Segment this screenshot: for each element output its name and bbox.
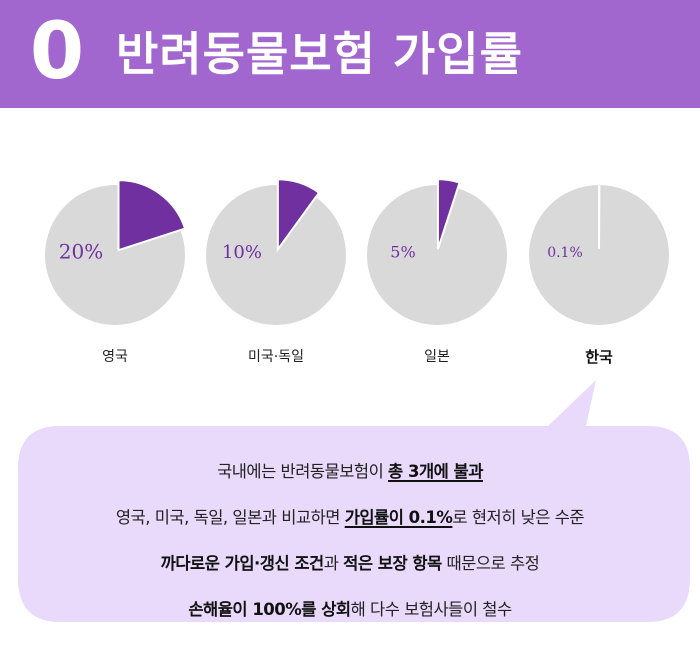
pie-slice-1 (117, 179, 187, 252)
callout-line-3-segment-1: 까다로운 가입·갱신 조건 (160, 554, 325, 573)
callout-line-2: 영국, 미국, 독일, 일본과 비교하면 가입률이 0.1%로 현저히 낮은 수… (30, 501, 670, 547)
pie-rest-2 (206, 185, 346, 325)
pie-category-label-1: 영국 (102, 349, 128, 365)
callout-line-3: 까다로운 가입·갱신 조건과 적은 보장 항목 때문으로 추정 (30, 547, 670, 593)
pie-charts-row: 20% 10% 5% 0.1% 영국 미국·독일 일본 한국 (0, 160, 700, 390)
callout-line-2-segment-2: 가입률이 0.1% (344, 508, 453, 527)
callout-box (18, 380, 690, 622)
pie-category-label-2: 미국·독일 (248, 349, 304, 365)
page-title: 반려동물보험 가입률 (116, 27, 523, 81)
section-number: 0 (29, 7, 85, 97)
pie-value-label-3: 5% (390, 243, 415, 262)
pie-value-label-4: 0.1% (547, 245, 583, 261)
callout-line-2-segment-3: 로 현저히 낮은 수준 (452, 508, 585, 527)
callout-line-1: 국내에는 반려동물보험이 총 3개에 불과 (30, 455, 670, 501)
pie-value-label-1: 20% (59, 240, 103, 264)
callout-line-3-segment-4: 때문으로 추정 (441, 554, 540, 573)
pie-slice-2 (276, 178, 321, 253)
callout-line-1-segment-1: 국내에는 반려동물보험이 (217, 462, 389, 481)
pie-slice-3 (436, 178, 461, 250)
callout-line-3-segment-3: 적은 보장 항목 (343, 554, 442, 573)
pie-rest-4 (529, 185, 669, 325)
callout-line-2-segment-1: 영국, 미국, 독일, 일본과 비교하면 (115, 508, 345, 527)
pie-value-label-2: 10% (222, 242, 262, 263)
callout-line-1-segment-2: 총 3개에 불과 (388, 462, 483, 481)
callout-line-4-segment-1: 손해율이 100%를 상회 (188, 600, 351, 619)
callout-line-3-segment-2: 과 (323, 554, 344, 573)
callout-line-4-segment-2: 해 다수 보험사들이 철수 (350, 600, 513, 619)
pie-category-label-3: 일본 (424, 349, 450, 365)
pie-category-label-4: 한국 (585, 348, 613, 366)
callout-bubble-shape (18, 380, 690, 622)
pie-rest-3 (367, 185, 507, 325)
callout-text: 국내에는 반려동물보험이 총 3개에 불과 영국, 미국, 독일, 일본과 비교하… (30, 455, 670, 639)
header-banner: 0 반려동물보험 가입률 (0, 0, 700, 108)
pie-charts-svg: 20% 10% 5% 0.1% (45, 177, 669, 325)
callout-line-4: 손해율이 100%를 상회해 다수 보험사들이 철수 (30, 593, 670, 639)
